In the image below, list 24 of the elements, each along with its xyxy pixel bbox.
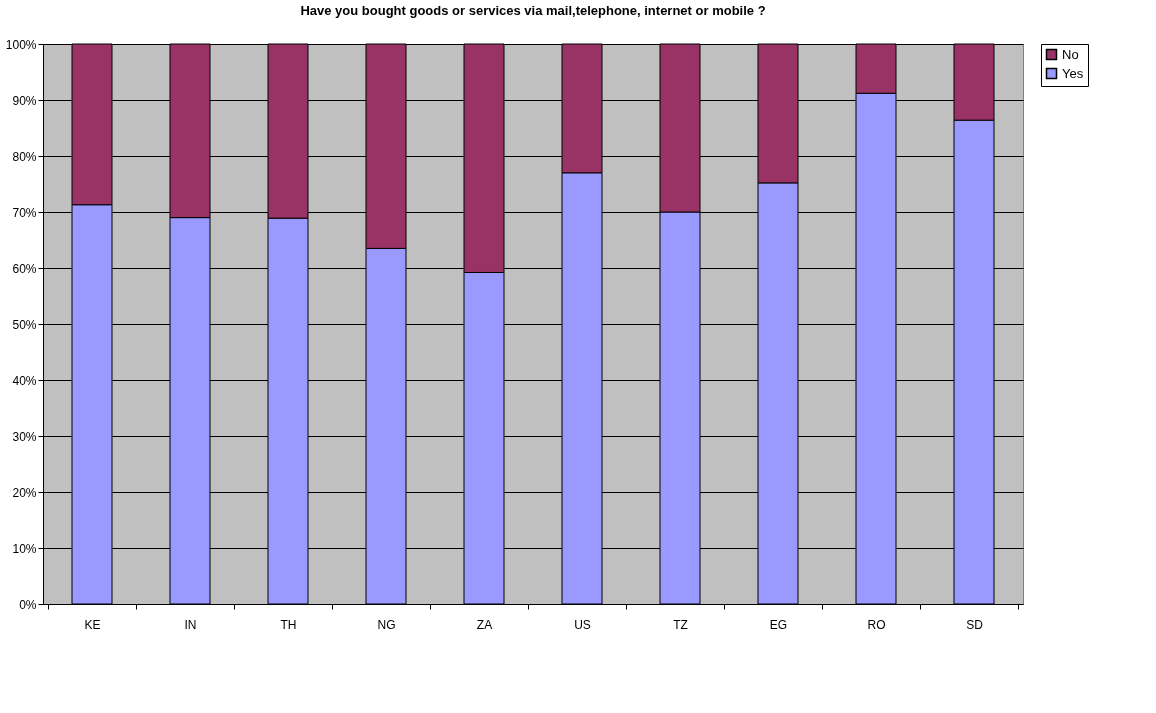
x-tick-label: TZ (673, 617, 688, 632)
x-tick-label: IN (184, 617, 197, 632)
legend-label: No (1062, 46, 1079, 62)
legend-label: Yes (1062, 65, 1084, 81)
y-tick-label: 10% (12, 541, 37, 556)
x-tick-label: RO (867, 617, 886, 632)
y-tick-label: 80% (12, 149, 37, 164)
y-tick-label: 70% (12, 205, 37, 220)
x-tick-label: SD (966, 617, 984, 632)
chart-title: Have you bought goods or services via mail,telephone, internet or mobile ? (300, 3, 766, 18)
x-tick-label: KE (84, 617, 101, 632)
x-tick-label: US (574, 617, 591, 632)
y-tick-label: 50% (12, 317, 37, 332)
x-tick-label: ZA (476, 617, 493, 632)
y-tick-label: 100% (5, 37, 37, 52)
y-tick-label: 0% (19, 597, 37, 612)
y-tick-label: 30% (12, 429, 37, 444)
y-tick-label: 60% (12, 261, 37, 276)
x-tick-label: TH (280, 617, 297, 632)
y-tick-label: 40% (12, 373, 37, 388)
x-tick-label: NG (377, 617, 396, 632)
y-tick-label: 20% (12, 485, 37, 500)
x-tick-label: EG (769, 617, 788, 632)
y-tick-label: 90% (12, 93, 37, 108)
